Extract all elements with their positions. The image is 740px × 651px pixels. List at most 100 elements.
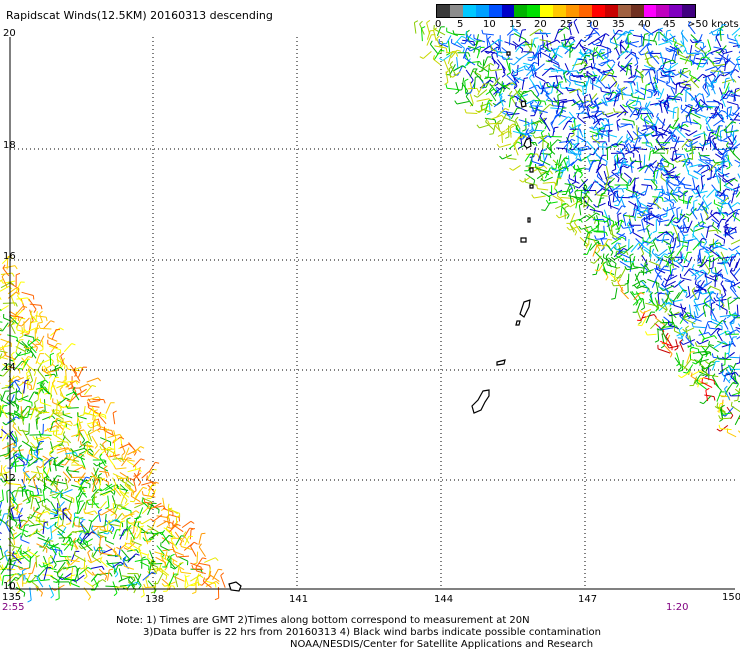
wind-barb-tick (54, 571, 58, 572)
wind-barb (78, 416, 87, 419)
wind-barb (688, 25, 695, 34)
wind-barb-tick (192, 565, 193, 569)
wind-barb-tick (672, 72, 673, 76)
wind-barb-tick (570, 76, 571, 80)
wind-barb (173, 525, 184, 532)
wind-barb-tick (150, 519, 153, 521)
wind-barb (615, 288, 617, 299)
wind-barb (731, 239, 740, 244)
wind-barb-tick (502, 75, 505, 78)
wind-barb (22, 488, 23, 497)
wind-barb-tick (695, 280, 696, 284)
wind-barb-tick (641, 115, 642, 119)
wind-barb (63, 422, 72, 426)
wind-barb (62, 490, 72, 494)
wind-barb-tick (38, 413, 42, 414)
wind-barb-tick (618, 178, 619, 182)
wind-barb (0, 438, 2, 439)
wind-barb (2, 490, 3, 501)
wind-barb (199, 563, 210, 565)
wind-barb-tick (569, 126, 572, 129)
wind-barb (144, 533, 147, 544)
wind-barb (713, 377, 719, 388)
wind-barb (627, 268, 639, 270)
wind-barb-tick (730, 119, 734, 120)
wind-barb-tick (636, 117, 639, 120)
wind-barb (712, 361, 715, 370)
wind-barb (732, 191, 735, 203)
wind-barb-tick (664, 68, 667, 70)
wind-barb-tick (598, 76, 600, 80)
wind-barb (30, 408, 34, 419)
wind-barb-tick (0, 500, 3, 502)
wind-barb-tick (611, 257, 614, 260)
wind-barb (643, 309, 651, 313)
wind-barb-tick (80, 388, 82, 392)
wind-barb (659, 215, 660, 225)
wind-barb-tick (629, 144, 631, 148)
wind-barb-tick (637, 209, 641, 210)
wind-barb (543, 35, 544, 48)
wind-barb-tick (712, 302, 716, 303)
wind-barb-tick (635, 178, 639, 179)
wind-barb (0, 326, 2, 330)
wind-barb (738, 388, 740, 400)
wind-barb-tick (589, 106, 593, 108)
wind-barb-tick (469, 53, 470, 57)
wind-barb-tick (703, 195, 706, 198)
wind-barb-tick (57, 352, 61, 354)
wind-barb-tick (420, 57, 424, 59)
wind-barb-tick (45, 380, 48, 383)
wind-barb-tick (663, 208, 666, 211)
wind-barb (453, 72, 461, 78)
wind-barb (642, 220, 645, 232)
wind-barb (40, 435, 51, 436)
wind-barb (736, 184, 739, 194)
wind-barb-tick (657, 69, 661, 71)
wind-barb-tick (641, 308, 644, 310)
wind-barb-tick (502, 115, 505, 118)
wind-barb-tick (95, 446, 98, 449)
wind-barb-tick (575, 187, 579, 189)
wind-barb-tick (710, 275, 714, 277)
wind-barb (684, 269, 690, 276)
wind-barb (106, 541, 114, 545)
wind-barb-tick (643, 280, 646, 283)
wind-barb-tick (661, 72, 662, 76)
wind-barb-tick (722, 160, 726, 162)
wind-barb (608, 173, 616, 178)
wind-barb-tick (667, 30, 671, 31)
wind-barb-tick (713, 74, 716, 77)
wind-barb-tick (678, 338, 682, 339)
wind-barb-tick (658, 169, 662, 170)
wind-barb-tick (93, 476, 97, 477)
wind-barb-tick (660, 100, 663, 102)
wind-barb-tick (650, 245, 654, 246)
wind-barb-tick (700, 352, 703, 355)
wind-barb (692, 94, 699, 101)
wind-barb-tick (58, 418, 62, 420)
wind-barb-tick (722, 204, 726, 205)
wind-barb-tick (602, 164, 606, 165)
wind-barb-tick (44, 393, 48, 394)
wind-barb-tick (510, 91, 513, 94)
wind-barb (498, 55, 506, 59)
wind-barb (22, 292, 34, 295)
wind-barb-tick (49, 541, 53, 542)
wind-barb-tick (526, 66, 529, 69)
wind-barb-tick (624, 166, 628, 168)
wind-barb (0, 291, 1, 300)
wind-barb (680, 58, 691, 62)
wind-barb-tick (659, 28, 663, 29)
wind-barb (37, 467, 41, 478)
wind-barb-tick (662, 39, 665, 42)
wind-barb-tick (718, 136, 719, 140)
wind-barb-tick (602, 122, 604, 125)
wind-barb-tick (550, 154, 551, 158)
wind-barb (22, 441, 31, 447)
wind-barb-tick (647, 289, 649, 293)
wind-barb-tick (215, 558, 218, 561)
wind-barb-tick (687, 313, 691, 314)
wind-barb (57, 398, 66, 405)
wind-barb-tick (113, 451, 114, 455)
